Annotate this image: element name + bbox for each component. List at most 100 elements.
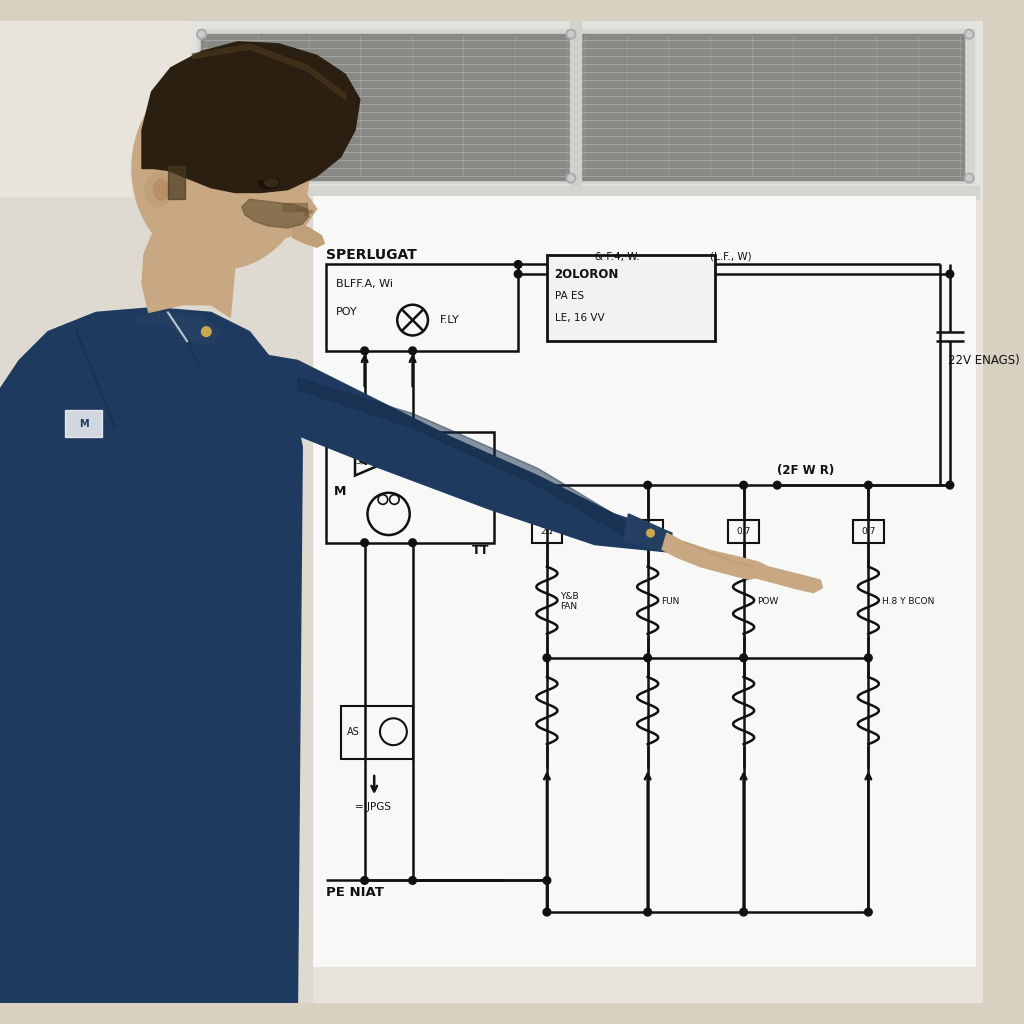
Circle shape — [946, 270, 953, 278]
Ellipse shape — [265, 179, 279, 186]
Bar — [853, 519, 884, 543]
Circle shape — [197, 30, 206, 39]
Polygon shape — [182, 351, 672, 552]
Text: 0.7: 0.7 — [736, 526, 751, 536]
Text: M: M — [334, 485, 346, 499]
Circle shape — [566, 30, 575, 39]
Bar — [547, 255, 715, 341]
Circle shape — [568, 175, 573, 181]
Text: TT: TT — [472, 544, 489, 557]
Circle shape — [360, 877, 369, 885]
Text: = JPGS: = JPGS — [355, 802, 391, 812]
Bar — [191, 20, 979, 187]
Text: & F.4, W.: & F.4, W. — [595, 252, 640, 262]
Circle shape — [543, 877, 551, 885]
Text: Y&B
FAN: Y&B FAN — [560, 592, 579, 611]
Text: 0.7: 0.7 — [861, 526, 876, 536]
Text: POY: POY — [336, 307, 357, 317]
Polygon shape — [211, 161, 276, 180]
Circle shape — [543, 908, 551, 915]
Polygon shape — [242, 200, 309, 228]
Bar — [341, 706, 413, 759]
Circle shape — [566, 173, 575, 183]
Circle shape — [773, 481, 781, 489]
Circle shape — [514, 270, 522, 278]
Bar — [197, 30, 974, 183]
Bar — [531, 519, 562, 543]
Circle shape — [543, 481, 551, 489]
Polygon shape — [624, 514, 672, 552]
Bar — [283, 203, 307, 211]
Polygon shape — [142, 42, 359, 193]
Text: PE NIAT: PE NIAT — [327, 887, 384, 899]
Bar — [66, 411, 101, 437]
Circle shape — [360, 539, 369, 547]
Text: SPERLUGAT: SPERLUGAT — [327, 248, 417, 262]
Text: POW: POW — [757, 597, 778, 606]
Circle shape — [967, 32, 972, 37]
Text: BLFF.A, Wi: BLFF.A, Wi — [336, 279, 393, 289]
Circle shape — [360, 347, 369, 354]
Ellipse shape — [154, 179, 169, 200]
Circle shape — [568, 32, 573, 37]
Polygon shape — [743, 562, 822, 593]
Polygon shape — [293, 221, 325, 247]
Text: 2OLORON: 2OLORON — [555, 267, 618, 281]
Circle shape — [739, 654, 748, 662]
Polygon shape — [148, 187, 316, 241]
Circle shape — [409, 347, 417, 354]
Text: SEEDTION: SEEDTION — [327, 412, 401, 425]
Bar — [632, 519, 663, 543]
Text: (2F W R): (2F W R) — [777, 464, 835, 477]
Polygon shape — [0, 307, 302, 1004]
Circle shape — [644, 654, 651, 662]
Text: AS: AS — [347, 727, 360, 736]
Circle shape — [514, 261, 522, 268]
Circle shape — [946, 481, 953, 489]
Text: 22V ENAGS): 22V ENAGS) — [948, 354, 1020, 367]
Polygon shape — [134, 312, 221, 346]
Circle shape — [409, 877, 417, 885]
Circle shape — [543, 654, 551, 662]
Text: 0.7: 0.7 — [640, 526, 655, 536]
Bar — [327, 432, 495, 543]
Text: H.8 Y BCON: H.8 Y BCON — [882, 597, 934, 606]
Circle shape — [967, 175, 972, 181]
Circle shape — [644, 908, 651, 915]
Bar — [168, 166, 185, 200]
Circle shape — [644, 481, 651, 489]
Bar — [570, 20, 582, 187]
Bar — [202, 34, 571, 180]
Circle shape — [197, 173, 206, 183]
Circle shape — [739, 908, 748, 915]
Bar — [307, 198, 974, 965]
Ellipse shape — [258, 177, 280, 188]
Bar — [0, 198, 312, 1004]
Ellipse shape — [144, 172, 172, 207]
Text: FUN: FUN — [662, 597, 680, 606]
Circle shape — [965, 173, 974, 183]
Circle shape — [202, 327, 211, 337]
Polygon shape — [142, 216, 236, 317]
Circle shape — [199, 175, 205, 181]
Bar — [728, 519, 759, 543]
Circle shape — [199, 32, 205, 37]
Text: F.LY: F.LY — [439, 315, 459, 325]
Circle shape — [739, 481, 748, 489]
Text: M: M — [79, 419, 88, 429]
Text: PA ES: PA ES — [555, 291, 584, 301]
Circle shape — [965, 30, 974, 39]
Circle shape — [864, 908, 872, 915]
Circle shape — [647, 529, 654, 537]
Polygon shape — [663, 534, 768, 580]
Text: (L.F., W): (L.F., W) — [710, 252, 752, 262]
Bar — [581, 34, 965, 180]
Circle shape — [864, 654, 872, 662]
Bar — [191, 185, 979, 200]
Circle shape — [864, 481, 872, 489]
Ellipse shape — [132, 68, 309, 269]
Text: LE, 16 VV: LE, 16 VV — [555, 313, 604, 324]
Text: 2Ω: 2Ω — [541, 526, 553, 536]
Text: 5/H: 5/H — [355, 457, 371, 466]
Bar — [327, 264, 518, 351]
